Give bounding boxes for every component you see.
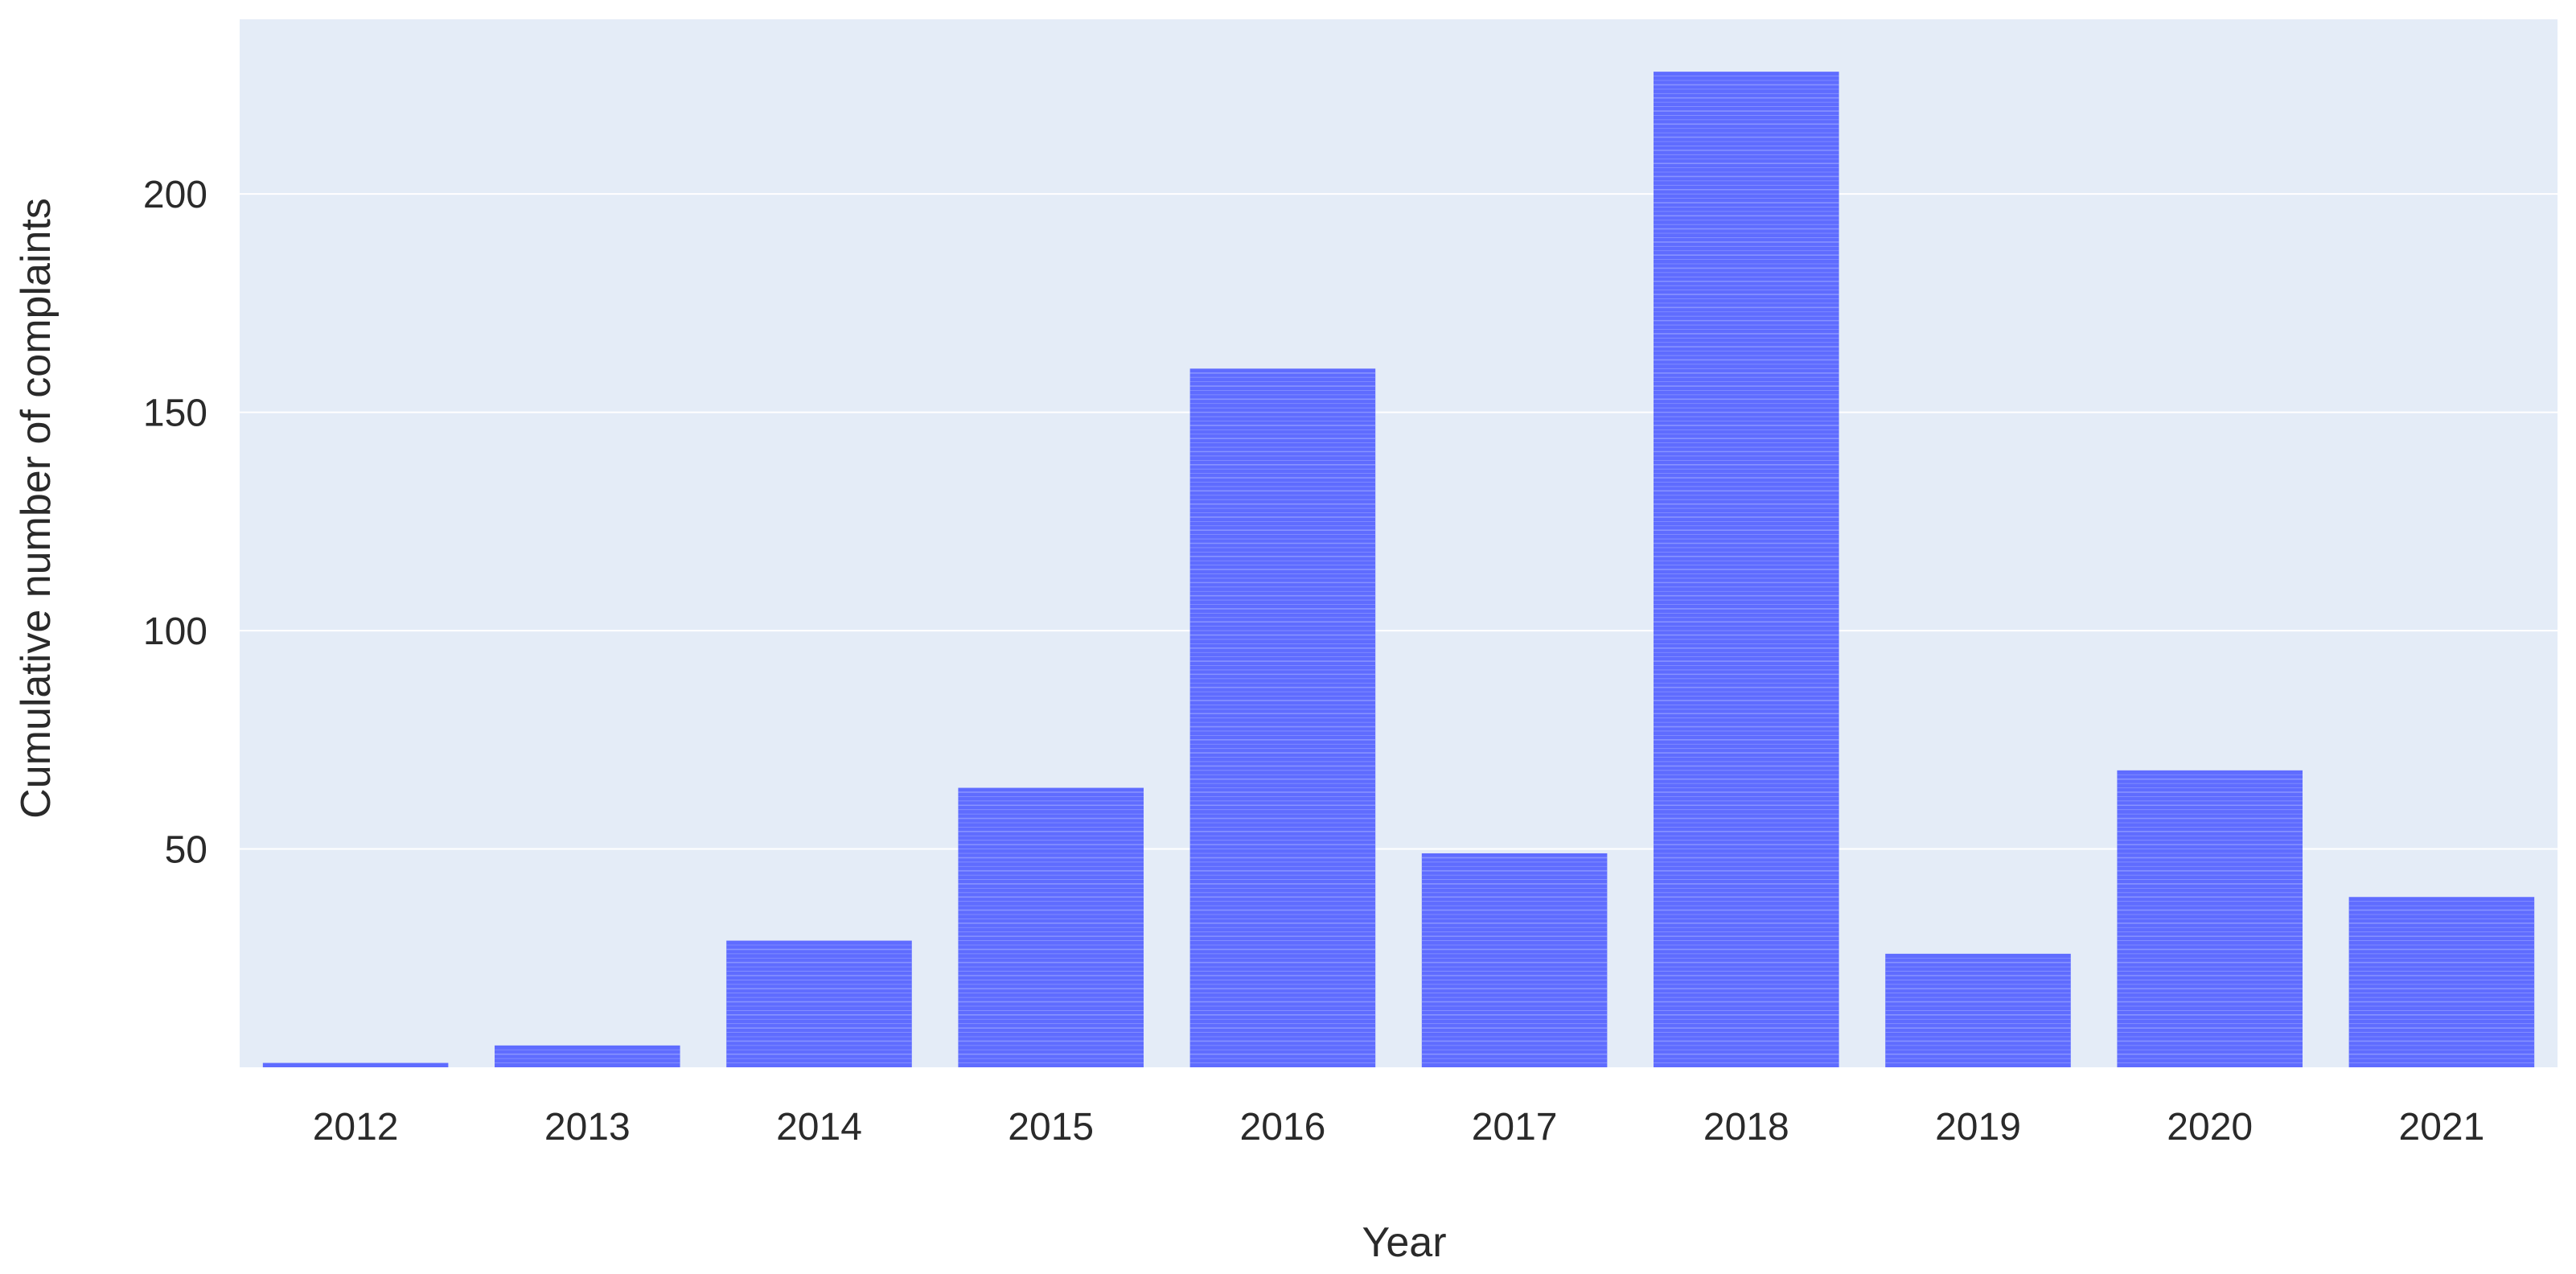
y-tick-label: 50: [165, 829, 207, 872]
x-tick-label: 2019: [1935, 1106, 2021, 1149]
x-tick-labels: 2012 2013 2014 2015 2016 2017 2018 2019 2020 2021: [313, 1106, 2485, 1149]
x-tick-label: 2013: [544, 1106, 631, 1149]
x-tick-label: 2018: [1703, 1106, 1789, 1149]
bar-2021: [2348, 897, 2535, 1067]
x-tick-label: 2016: [1240, 1106, 1326, 1149]
x-tick-label: 2014: [776, 1106, 862, 1149]
x-axis-label: Year: [1362, 1219, 1446, 1266]
bar-2016: [1189, 368, 1376, 1067]
x-tick-label: 2012: [313, 1106, 399, 1149]
y-tick-label: 100: [143, 610, 207, 653]
y-tick-label: 200: [143, 174, 207, 216]
bars: [262, 72, 2535, 1067]
bar-2018: [1654, 72, 1839, 1067]
bar: [2348, 897, 2535, 1067]
bar-2015: [958, 787, 1144, 1067]
bar-2019: [1885, 953, 2071, 1067]
bar-2020: [2117, 770, 2303, 1067]
bar-2014: [726, 940, 912, 1067]
bar: [495, 1045, 680, 1067]
bar: [262, 1062, 449, 1067]
y-tick-labels: 50 100 150 200: [143, 174, 207, 871]
bar: [1421, 853, 1608, 1067]
bar: [726, 940, 912, 1067]
bar-2012: [262, 1062, 449, 1067]
x-tick-label: 2015: [1008, 1106, 1094, 1149]
y-axis-label: Cumulative number of complaints: [13, 198, 60, 819]
x-tick-label: 2017: [1472, 1106, 1558, 1149]
x-tick-label: 2020: [2167, 1106, 2253, 1149]
y-tick-label: 150: [143, 392, 207, 435]
bar-2017: [1421, 853, 1608, 1067]
bar-2013: [495, 1045, 680, 1067]
x-tick-label: 2021: [2399, 1106, 2485, 1149]
